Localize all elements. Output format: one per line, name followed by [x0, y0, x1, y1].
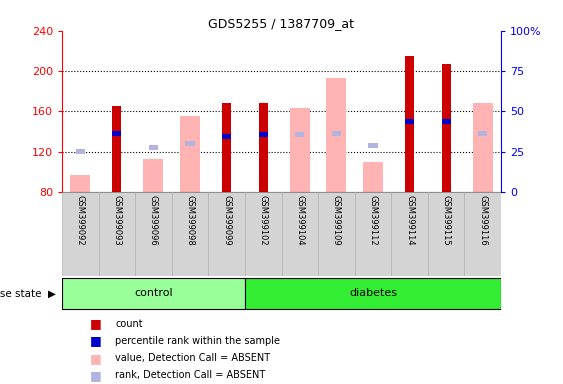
Bar: [464, 192, 501, 276]
Bar: [327, 78, 346, 192]
Bar: [332, 131, 341, 136]
Bar: [135, 192, 172, 276]
Bar: [208, 192, 245, 276]
Bar: [405, 119, 414, 124]
Bar: [245, 278, 501, 310]
Text: GSM399112: GSM399112: [369, 195, 377, 245]
Bar: [185, 141, 195, 146]
Text: control: control: [134, 288, 173, 298]
Text: ■: ■: [90, 317, 102, 330]
Bar: [62, 192, 99, 276]
Bar: [363, 162, 383, 192]
Text: GSM399116: GSM399116: [479, 195, 487, 245]
Bar: [70, 175, 90, 192]
Bar: [172, 192, 208, 276]
Bar: [62, 278, 245, 310]
Bar: [290, 108, 310, 192]
Bar: [112, 106, 122, 192]
Bar: [245, 192, 282, 276]
Text: ■: ■: [90, 352, 102, 364]
Bar: [282, 192, 318, 276]
Text: GSM399096: GSM399096: [149, 195, 158, 245]
Text: GSM399092: GSM399092: [76, 195, 84, 245]
Bar: [258, 132, 268, 137]
Bar: [405, 56, 414, 192]
Text: GSM399102: GSM399102: [259, 195, 267, 245]
Text: disease state  ▶: disease state ▶: [0, 289, 56, 299]
Bar: [368, 143, 378, 148]
Bar: [99, 192, 135, 276]
Bar: [355, 192, 391, 276]
Bar: [222, 103, 231, 192]
Bar: [144, 159, 163, 192]
Bar: [441, 64, 451, 192]
Text: GSM399099: GSM399099: [222, 195, 231, 245]
Text: count: count: [115, 318, 143, 329]
Bar: [428, 192, 464, 276]
Text: GSM399109: GSM399109: [332, 195, 341, 245]
Bar: [180, 116, 200, 192]
Bar: [295, 132, 305, 137]
Bar: [478, 131, 488, 136]
Bar: [258, 103, 268, 192]
Bar: [112, 131, 122, 136]
Bar: [391, 192, 428, 276]
Text: value, Detection Call = ABSENT: value, Detection Call = ABSENT: [115, 353, 271, 363]
Text: percentile rank within the sample: percentile rank within the sample: [115, 336, 280, 346]
Bar: [75, 149, 85, 154]
Text: GSM399104: GSM399104: [296, 195, 304, 245]
Bar: [222, 134, 231, 139]
Text: GSM399093: GSM399093: [113, 195, 121, 245]
Text: diabetes: diabetes: [349, 288, 397, 298]
Text: ■: ■: [90, 369, 102, 382]
Bar: [473, 103, 493, 192]
Text: GSM399098: GSM399098: [186, 195, 194, 245]
Bar: [318, 192, 355, 276]
Text: GSM399115: GSM399115: [442, 195, 450, 245]
Text: ■: ■: [90, 334, 102, 347]
Title: GDS5255 / 1387709_at: GDS5255 / 1387709_at: [208, 17, 355, 30]
Bar: [149, 145, 158, 150]
Text: GSM399114: GSM399114: [405, 195, 414, 245]
Text: rank, Detection Call = ABSENT: rank, Detection Call = ABSENT: [115, 370, 266, 381]
Bar: [441, 119, 451, 124]
